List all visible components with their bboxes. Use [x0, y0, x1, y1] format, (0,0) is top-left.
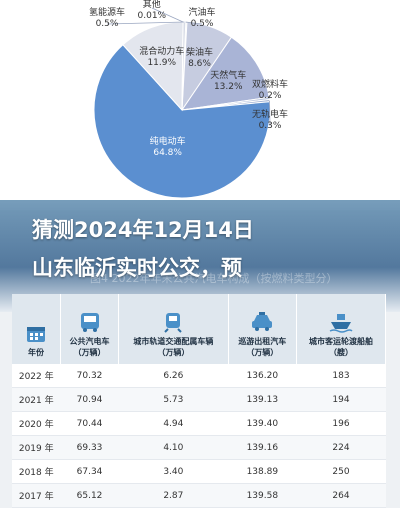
pie-label-name: 双燃料车	[252, 80, 289, 90]
table-cell: 224	[296, 435, 386, 460]
table-cell-year: 2020 年	[12, 411, 61, 436]
table-cell: 264	[296, 483, 386, 508]
table-row: 2017 年 65.12 2.87 139.58 264	[12, 483, 386, 508]
pie-leader-line-8	[106, 21, 185, 25]
table-body: 2022 年 70.32 6.26 136.20 183 2021 年 70.94 5.73 1…	[12, 364, 386, 508]
pie-label-3: 天然气车 13.2%	[210, 71, 246, 93]
table-cell: 139.13	[228, 387, 297, 412]
table-cell: 2.87	[118, 483, 229, 508]
table-cell: 183	[296, 364, 386, 388]
faded-figure-caption: 图4 2022年年末公共汽电车构成（按燃料类型分）	[90, 272, 338, 285]
table-cell: 69.33	[60, 435, 119, 460]
table-cell: 4.10	[118, 435, 229, 460]
pie-label-4: 双燃料车 0.2%	[252, 80, 288, 102]
table-cell: 70.44	[60, 411, 119, 436]
pie-label-6: 纯电动车 64.8%	[150, 137, 186, 159]
table-row: 2021 年 70.94 5.73 139.13 194	[12, 387, 386, 412]
table-cell: 139.16	[228, 435, 297, 460]
pie-label-value: 0.5%	[95, 19, 119, 29]
table-cell-year: 2017 年	[12, 483, 61, 508]
table-row: 2019 年 69.33 4.10 139.16 224	[12, 435, 386, 460]
pie-leader-line-1	[185, 21, 203, 25]
pie-chart	[93, 7, 271, 199]
pie-leader-line-0	[151, 7, 184, 23]
header-ferry: 城市客运轮渡船舶 （艘）	[296, 294, 387, 364]
pie-label-name: 混合动力车	[139, 46, 185, 57]
table-cell: 65.12	[60, 483, 119, 508]
pie-label-name: 柴油车	[186, 48, 214, 59]
pie-slice-3	[180, 36, 270, 111]
pie-label-1: 汽油车 0.5%	[189, 8, 216, 30]
header-taxi: 巡游出租汽车 （万辆）	[228, 294, 297, 364]
pie-label-name: 无轨电车	[252, 110, 289, 120]
pie-label-value: 0.2%	[258, 91, 282, 101]
pie-label-7: 混合动力车 11.9%	[139, 47, 184, 69]
taxi-icon	[252, 312, 273, 331]
ship-icon	[329, 314, 353, 333]
pie-label-name: 氢能源车	[89, 8, 126, 18]
calendar-icon	[27, 327, 45, 342]
pie-label-value: 0.3%	[258, 121, 282, 131]
table-row: 2020 年 70.44 4.94 139.40 196	[12, 411, 386, 436]
table-cell: 3.40	[118, 459, 229, 484]
pie-label-5: 无轨电车 0.3%	[252, 110, 288, 132]
headline-overlay	[0, 200, 400, 312]
table-cell: 4.94	[118, 411, 229, 436]
pie-leader-line-5	[269, 100, 271, 127]
table-cell: 70.94	[60, 387, 119, 412]
vehicle-table: 年份 公共汽电车 （万辆）	[12, 294, 387, 508]
pie-label-value: 64.8%	[153, 147, 182, 158]
table-cell-year: 2021 年	[12, 387, 61, 412]
train-icon	[164, 313, 183, 333]
table-cell-year: 2022 年	[12, 364, 61, 388]
pie-label-value: 13.2%	[213, 82, 243, 93]
pie-leader-line-4	[268, 95, 271, 99]
table-row: 2018 年 67.34 3.40 138.89 250	[12, 459, 386, 484]
table-cell-year: 2018 年	[12, 459, 61, 484]
table-cell: 136.20	[228, 364, 297, 388]
table-cell: 139.58	[228, 483, 297, 508]
pie-label-value: 8.6%	[188, 59, 211, 70]
table-cell: 6.26	[118, 364, 229, 388]
pie-label-name: 纯电动车	[149, 136, 186, 147]
table-cell: 138.89	[228, 459, 297, 484]
pie-chart-panel: 其他 0.01% 汽油车 0.5% 柴油车 8.6% 天然气车 13.2% 双燃料车 0.2% 无轨…	[0, 0, 400, 210]
pie-label-value: 11.9%	[147, 57, 177, 68]
pie-label-8: 氢能源车 0.5%	[89, 8, 125, 30]
table-cell: 70.32	[60, 364, 119, 388]
table-cell: 67.34	[60, 459, 119, 484]
header-rail: 城市轨道交通配属车辆 （万辆）	[118, 294, 229, 364]
header-bus: 公共汽电车 （万辆）	[60, 294, 120, 364]
headline-line-1[interactable]: 猜测2024年12月14日	[32, 218, 254, 242]
bus-icon	[80, 313, 99, 332]
pie-label-value: 0.5%	[190, 19, 214, 29]
table-cell: 194	[296, 387, 386, 412]
pie-label-value: 0.01%	[137, 11, 167, 21]
table-cell: 196	[296, 411, 386, 436]
table-row: 2022 年 70.32 6.26 136.20 183	[12, 364, 386, 388]
table-cell-year: 2019 年	[12, 435, 61, 460]
table-cell: 5.73	[118, 387, 229, 412]
table-cell: 139.40	[228, 411, 297, 436]
headline-line-2[interactable]: 山东临沂实时公交，预	[32, 256, 242, 280]
pie-label-name: 天然气车	[210, 71, 247, 82]
pie-label-0: 其他 0.01%	[138, 0, 167, 22]
pie-label-2: 柴油车 8.6%	[186, 48, 213, 70]
table-cell: 250	[296, 459, 386, 484]
pie-slice-6	[93, 44, 271, 199]
pie-label-name: 其他	[142, 0, 161, 10]
pie-label-name: 汽油车	[188, 8, 216, 18]
header-year: 年份	[12, 294, 61, 364]
